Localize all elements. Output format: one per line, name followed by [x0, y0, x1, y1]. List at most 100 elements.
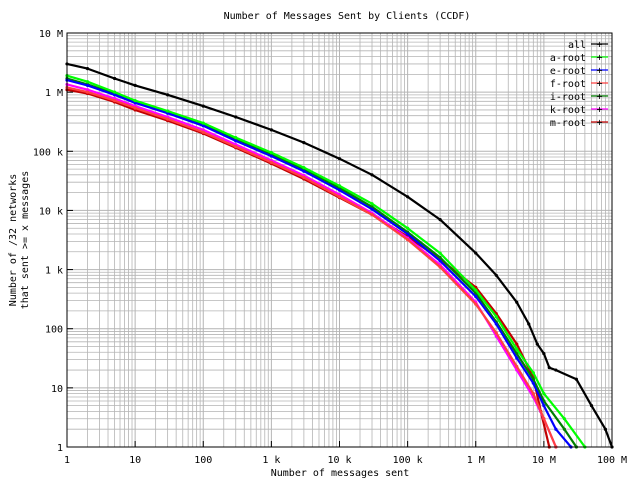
data-point-f-root — [542, 417, 546, 421]
y-tick-label: 1 — [57, 443, 63, 454]
data-point-all — [370, 173, 374, 177]
data-point-e-root — [531, 381, 535, 385]
legend-marker-m-root: + — [596, 118, 602, 129]
legend-label-a-root: a-root — [550, 53, 586, 64]
data-point-a-root — [113, 90, 117, 94]
data-point-f-root — [370, 213, 374, 217]
data-point-e-root — [370, 207, 374, 211]
grid-lines — [67, 33, 612, 447]
data-point-f-root — [337, 195, 342, 199]
data-point-e-root — [113, 93, 117, 97]
x-tick-label: 1 M — [467, 455, 485, 466]
data-point-all — [535, 342, 539, 346]
y-axis-label: Number of /32 networks that sent >= x me… — [8, 171, 31, 309]
data-point-all — [337, 157, 342, 161]
data-point-e-root — [515, 356, 519, 360]
data-point-all — [603, 427, 607, 431]
data-point-e-root — [85, 83, 90, 88]
data-point-a-root — [269, 151, 273, 155]
data-point-f-root — [85, 90, 90, 94]
axis-ticks: 1 10 100 1 k 10 k 100 k 1 M 10 M 100 M 1 10 100 1 k 1… — [33, 29, 627, 466]
legend-marker-f-root: + — [596, 79, 602, 90]
legend: all + a-root + e-root + f-root + i-root + k-root + m… — [550, 40, 608, 129]
data-point-all — [166, 93, 170, 97]
data-point-all — [438, 217, 442, 222]
data-point-m-root — [515, 342, 519, 346]
data-point-i-root — [515, 351, 519, 356]
data-point-a-root — [438, 251, 442, 255]
data-point-f-root — [234, 145, 238, 149]
data-point-e-root — [269, 154, 273, 158]
y-tick-label: 1 k — [45, 266, 63, 277]
legend-label-m-root: m-root — [550, 118, 586, 129]
data-point-all — [515, 300, 519, 304]
y-tick-label: 1 M — [45, 88, 63, 99]
y-tick-label: 10 M — [39, 29, 63, 40]
data-point-e-root — [438, 259, 442, 263]
data-point-a-root — [337, 184, 342, 188]
data-point-all — [527, 322, 531, 326]
data-point-all — [269, 128, 273, 132]
data-point-f-root — [113, 98, 117, 103]
data-point-a-root — [234, 136, 238, 140]
data-point-a-root — [201, 121, 205, 125]
data-point-f-root — [201, 130, 205, 134]
data-point-e-root — [474, 294, 478, 299]
data-point-all — [542, 351, 546, 356]
data-point-e-root — [337, 188, 342, 192]
legend-marker-all: + — [596, 40, 602, 51]
data-point-all — [302, 141, 306, 145]
data-point-a-root — [166, 109, 170, 113]
data-point-a-root — [562, 417, 566, 421]
data-point-a-root — [370, 202, 374, 206]
data-point-a-root — [133, 98, 137, 103]
chart-title: Number of Messages Sent by Clients (CCDF… — [224, 11, 471, 22]
data-point-f-root — [474, 302, 478, 306]
data-point-all — [474, 251, 478, 255]
series-line-a-root — [66, 74, 586, 448]
series-line-e-root — [66, 79, 572, 448]
x-tick-label: 1 — [64, 455, 70, 466]
legend-label-k-root: k-root — [550, 105, 586, 116]
data-point-all — [494, 273, 498, 277]
data-point-all — [574, 377, 578, 381]
y-tick-label: 10 — [51, 384, 63, 395]
data-point-i-root — [562, 427, 566, 431]
data-point-a-root — [542, 391, 546, 396]
data-point-a-root — [474, 288, 478, 292]
x-tick-label: 1 k — [262, 455, 280, 466]
legend-marker-a-root: + — [596, 53, 602, 64]
data-point-a-root — [85, 80, 90, 84]
data-point-all — [133, 83, 137, 88]
data-point-all — [85, 67, 90, 71]
data-point-f-root — [438, 265, 442, 269]
data-point-f-root — [515, 364, 519, 369]
y-axis-label-line-1: Number of /32 networks — [8, 174, 19, 306]
data-point-all — [234, 115, 238, 119]
data-point-e-root — [494, 322, 498, 326]
legend-label-f-root: f-root — [550, 79, 586, 90]
y-tick-label: 100 — [45, 325, 63, 336]
data-point-e-root — [234, 139, 238, 143]
x-tick-label: 100 M — [597, 455, 627, 466]
x-tick-label: 10 M — [532, 455, 556, 466]
data-point-k-root — [201, 128, 205, 132]
data-point-f-root — [269, 160, 273, 164]
data-point-all — [113, 76, 117, 81]
data-point-all — [589, 404, 594, 408]
data-point-e-root — [554, 427, 558, 431]
data-point-e-root — [542, 404, 546, 408]
data-point-all — [201, 104, 205, 108]
x-tick-label: 10 — [129, 455, 141, 466]
data-point-k-root — [85, 88, 90, 92]
y-axis-label-line-2: that sent >= x messages — [20, 171, 31, 309]
data-point-a-root — [531, 371, 535, 375]
data-point-all — [547, 366, 551, 370]
legend-label-i-root: i-root — [550, 92, 586, 103]
data-point-f-root — [166, 117, 170, 121]
data-point-e-root — [201, 124, 205, 128]
data-point-f-root — [494, 331, 498, 335]
data-point-f-root — [302, 175, 306, 180]
data-point-f-root — [133, 106, 137, 110]
data-point-a-root — [515, 347, 519, 351]
